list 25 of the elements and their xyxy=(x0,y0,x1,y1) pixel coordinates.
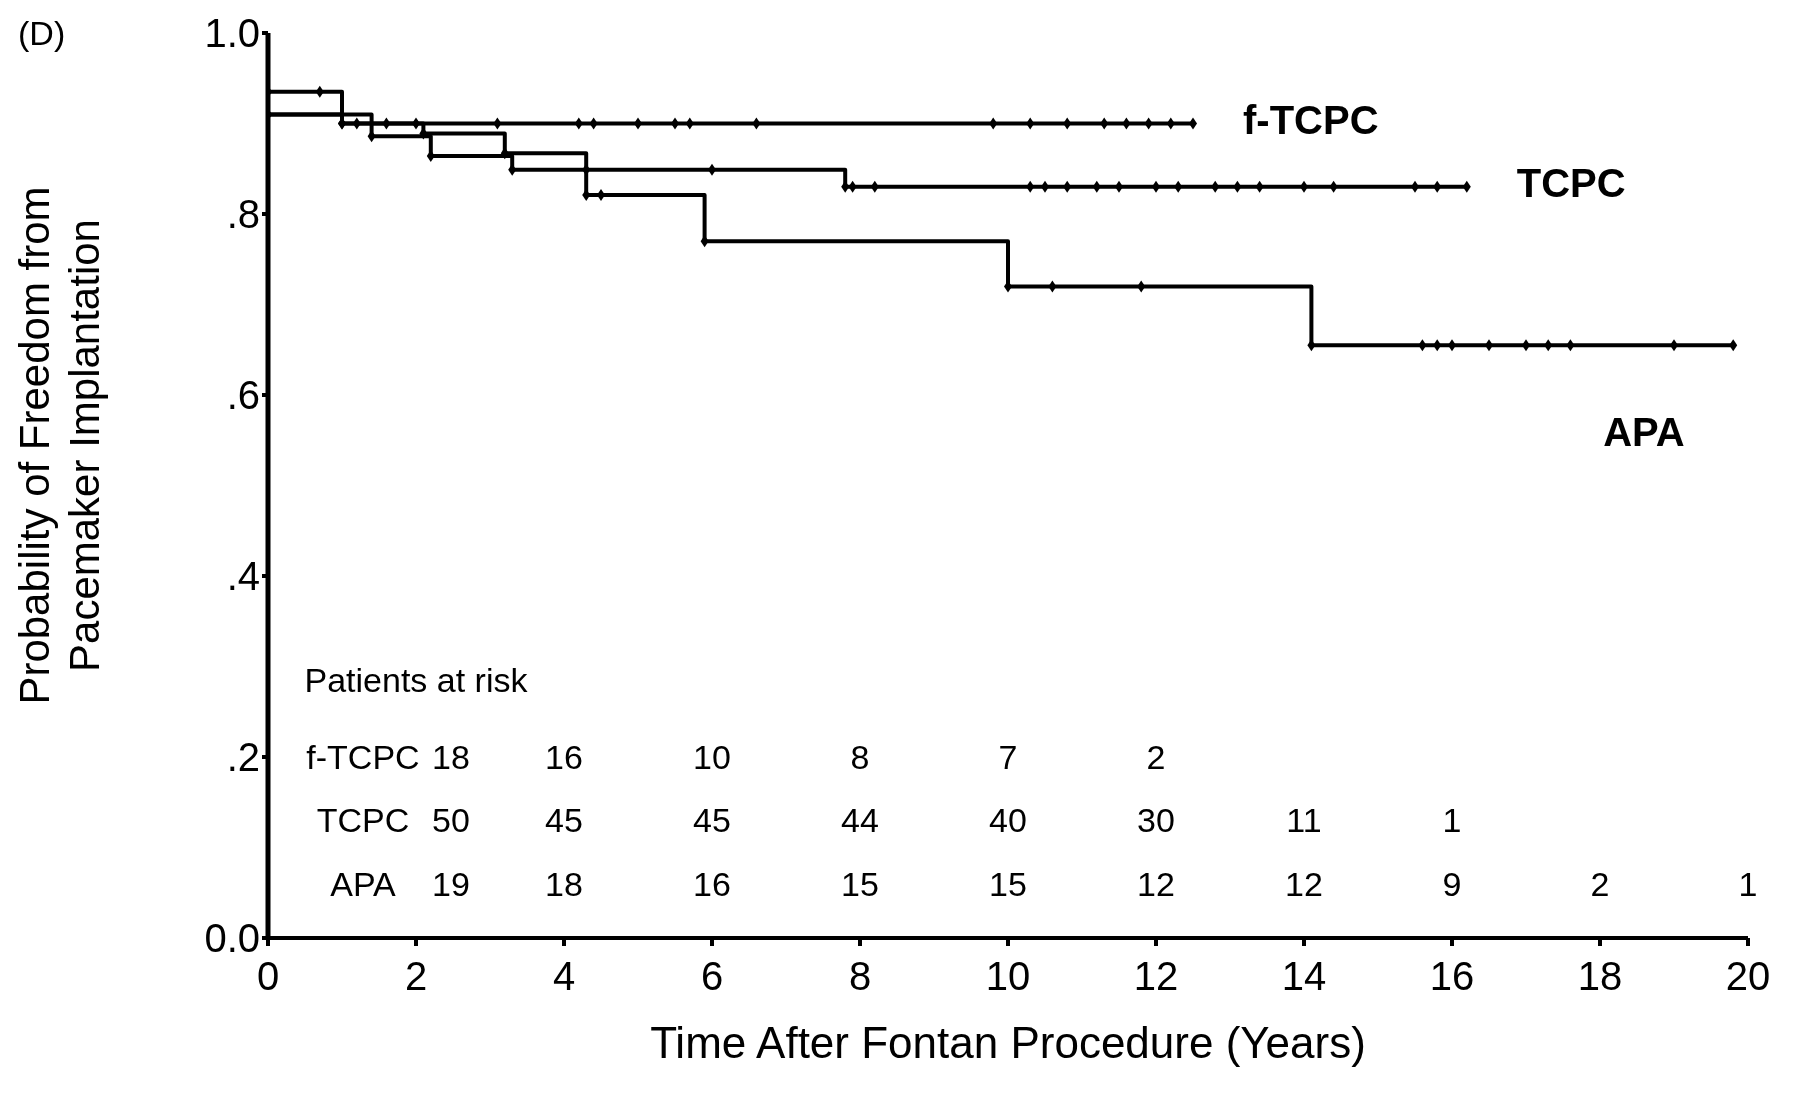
text: f-TCPC 18 16 10 8 7 2 xyxy=(306,738,1166,777)
series-label: f-TCPC xyxy=(1243,98,1379,143)
x-tick-label: 18 xyxy=(1577,954,1623,999)
annotation: Patients at risk xyxy=(304,661,529,700)
x-tick-label: 8 xyxy=(848,954,872,999)
y-axis-title: Probability of Freedom from Pacemaker Implantation xyxy=(11,186,108,705)
y-tick-label: .4 xyxy=(226,554,260,599)
x-tick-label: 4 xyxy=(552,954,576,999)
x-tick-label: 6 xyxy=(700,954,724,999)
x-tick-label: 14 xyxy=(1281,954,1327,999)
y-tick-label: .2 xyxy=(226,735,260,780)
x-tick-label: 12 xyxy=(1133,954,1179,999)
x-tick-label: 20 xyxy=(1725,954,1771,999)
text: TCPC 50 45 45 44 40 30 11 1 xyxy=(316,801,1462,840)
x-tick-label: 16 xyxy=(1429,954,1475,999)
x-tick-label: 10 xyxy=(985,954,1031,999)
x-axis-title: Time After Fontan Procedure (Years) xyxy=(650,1018,1366,1067)
y-tick-label: 1.0 xyxy=(204,11,260,56)
y-tick-label: .6 xyxy=(226,373,260,418)
series-label: APA xyxy=(1603,409,1685,454)
text: (D) xyxy=(18,14,66,53)
x-tick-label: 2 xyxy=(404,954,428,999)
series-label: TCPC xyxy=(1516,161,1626,206)
text: APA 19 18 16 15 15 12 12 9 2 1 xyxy=(330,864,1758,903)
y-tick-label: .8 xyxy=(226,192,260,237)
